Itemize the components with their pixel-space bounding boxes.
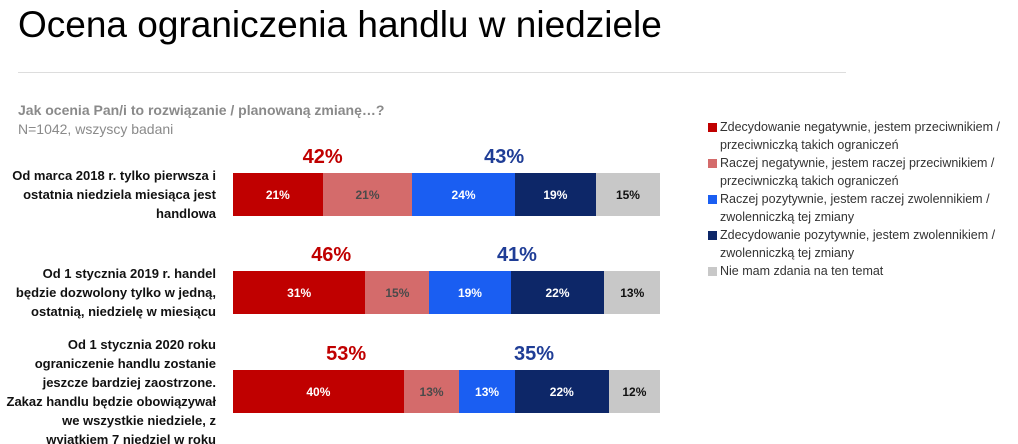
bar-segment: 15%	[595, 173, 660, 216]
legend-label: Raczej negatywnie, jestem raczej przeciw…	[720, 156, 995, 188]
value-label: 21%	[265, 187, 290, 202]
bar-segment: 24%	[412, 173, 515, 216]
value-label: 40%	[306, 384, 331, 399]
chart-title: Ocena ograniczenia handlu w niedziele	[18, 4, 662, 45]
legend-label: Nie mam zdania na ten temat	[720, 264, 884, 278]
bar-segment: 22%	[510, 271, 605, 314]
category-label: Od 1 stycznia 2020 roku ograniczenie han…	[6, 336, 217, 444]
group-total: 42%	[302, 146, 343, 168]
bar-segment: 13%	[459, 370, 515, 413]
bar-segment: 19%	[514, 173, 596, 216]
bar-segment: 31%	[233, 271, 366, 314]
group-total: 53%	[326, 343, 367, 365]
legend-swatch	[708, 159, 717, 168]
divider	[18, 72, 846, 73]
legend-swatch	[708, 195, 717, 204]
value-label: 15%	[385, 285, 410, 300]
bar-segment: 15%	[365, 271, 430, 314]
legend-label: Raczej pozytywnie, jestem raczej zwolenn…	[720, 192, 990, 224]
category-label: Od marca 2018 r. tylko pierwsza i ostatn…	[12, 168, 216, 221]
legend-swatch	[708, 231, 717, 240]
value-label: 22%	[549, 384, 574, 399]
value-label: 19%	[457, 285, 482, 300]
value-label: 19%	[543, 187, 568, 202]
group-total: 43%	[484, 146, 525, 168]
chart-subtitle: Jak ocenia Pan/i to rozwiązanie / planow…	[18, 102, 385, 118]
value-label: 31%	[287, 285, 312, 300]
group-total: 35%	[514, 343, 555, 365]
value-label: 24%	[451, 187, 476, 202]
category-label: Od 1 stycznia 2019 r. handel będzie dozw…	[15, 266, 216, 319]
value-label: 22%	[545, 285, 570, 300]
group-total: 46%	[311, 244, 352, 266]
bar-segment: 21%	[233, 173, 323, 216]
legend-label: Zdecydowanie negatywnie, jestem przeciwn…	[720, 120, 1000, 152]
legend-label: Zdecydowanie pozytywnie, jestem zwolenni…	[720, 228, 996, 260]
bar-segment: 12%	[608, 370, 660, 413]
value-label: 21%	[355, 187, 380, 202]
group-total: 41%	[496, 244, 537, 266]
value-label: 13%	[475, 384, 500, 399]
bar-segment: 13%	[403, 370, 460, 413]
bar-segment: 21%	[322, 173, 413, 216]
sample-note: N=1042, wszyscy badani	[18, 121, 174, 137]
bar-segment: 13%	[604, 271, 660, 314]
value-label: 15%	[615, 187, 640, 202]
legend-swatch	[708, 123, 717, 132]
bar-segment: 19%	[429, 271, 511, 314]
value-label: 13%	[620, 285, 645, 300]
value-label: 12%	[622, 384, 647, 399]
value-label: 13%	[419, 384, 444, 399]
bar-segment: 22%	[514, 370, 609, 413]
legend-swatch	[708, 267, 717, 276]
bar-segment: 40%	[233, 370, 404, 413]
